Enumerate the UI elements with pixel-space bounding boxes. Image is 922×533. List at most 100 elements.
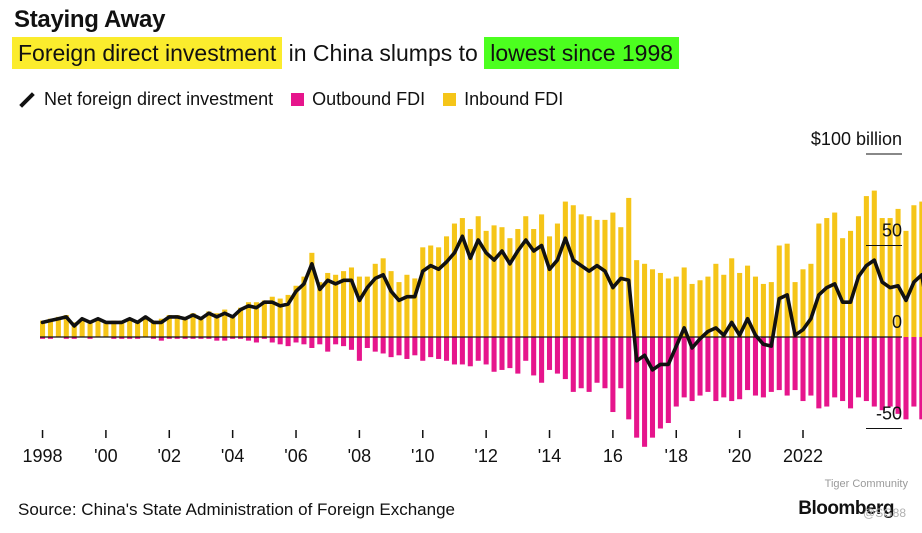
outbound-bar xyxy=(206,337,212,339)
x-tick-label: '20 xyxy=(728,446,751,466)
outbound-bar xyxy=(768,337,774,392)
outbound-bar xyxy=(903,337,909,420)
inbound-bar xyxy=(784,243,790,337)
inbound-bar xyxy=(745,265,751,337)
inbound-bar xyxy=(768,282,774,337)
outbound-bar xyxy=(491,337,497,372)
inbound-bar xyxy=(333,274,339,337)
outbound-bar xyxy=(848,337,854,409)
outbound-bar xyxy=(63,337,69,339)
inbound-bar xyxy=(657,272,663,337)
inbound-bar xyxy=(491,225,497,337)
inbound-bar xyxy=(586,216,592,337)
x-tick-label: 2022 xyxy=(783,446,823,466)
inbound-bar xyxy=(420,247,426,337)
inbound-bar xyxy=(737,272,743,337)
outbound-bar xyxy=(404,337,410,359)
inbound-bar xyxy=(610,212,616,337)
inbound-bar xyxy=(404,274,410,337)
legend-label-outbound: Outbound FDI xyxy=(312,89,426,109)
inbound-bar xyxy=(887,218,893,337)
inbound-bar xyxy=(840,238,846,337)
y-tick-label: $100 billion xyxy=(811,129,902,149)
inbound-bar xyxy=(95,318,101,337)
inbound-bar xyxy=(103,322,109,337)
outbound-bar xyxy=(467,337,473,367)
inbound-bar xyxy=(602,219,608,337)
outbound-bar xyxy=(245,337,252,341)
outbound-bar xyxy=(784,337,790,396)
subtitle-middle: in China slumps to xyxy=(282,40,485,66)
y-tick-label: -50 xyxy=(876,404,902,424)
outbound-bar xyxy=(459,337,465,365)
inbound-bar xyxy=(800,269,806,337)
outbound-bar xyxy=(47,337,53,339)
inbound-bar xyxy=(554,223,560,337)
outbound-bar xyxy=(515,337,521,374)
legend-item-net: Net foreign direct investment xyxy=(18,89,273,110)
outbound-bar xyxy=(808,337,814,396)
inbound-bar xyxy=(356,276,362,337)
source-note: Source: China's State Administration of … xyxy=(18,500,455,519)
inbound-bar xyxy=(649,269,656,337)
outbound-bar xyxy=(895,337,901,414)
inbound-bar xyxy=(198,316,204,337)
inbound-bar xyxy=(618,227,624,337)
x-tick-label: 1998 xyxy=(23,446,63,466)
x-tick-label: '08 xyxy=(348,446,371,466)
outbound-bar xyxy=(222,337,228,341)
inbound-bar xyxy=(467,229,473,337)
outbound-bar xyxy=(855,337,861,398)
x-tick-label: 16 xyxy=(603,446,623,466)
inbound-bar xyxy=(222,309,228,337)
outbound-bar xyxy=(436,337,442,359)
inbound-bar xyxy=(214,313,220,337)
outbound-bar xyxy=(721,337,727,398)
inbound-bar xyxy=(634,260,640,337)
inbound-bar xyxy=(475,216,481,337)
outbound-bar xyxy=(578,337,584,389)
inbound-bar xyxy=(594,219,600,337)
inbound-bar xyxy=(689,283,695,337)
inbound-bar xyxy=(808,263,814,337)
inbound-bar xyxy=(166,315,172,337)
inbound-bar xyxy=(816,223,822,337)
inbound-bar xyxy=(642,263,648,337)
outbound-bar xyxy=(713,337,719,402)
outbound-bar xyxy=(356,337,362,361)
inbound-bar xyxy=(396,282,402,337)
outbound-bar xyxy=(428,337,434,358)
inbound-bar xyxy=(293,285,299,337)
x-tick-label: '06 xyxy=(284,446,307,466)
legend-label-inbound: Inbound FDI xyxy=(464,89,564,109)
legend-swatch-inbound-icon xyxy=(443,93,457,106)
outbound-bar xyxy=(111,337,117,339)
outbound-bar xyxy=(174,337,180,339)
inbound-bar xyxy=(848,230,854,337)
outbound-bar xyxy=(752,337,759,396)
inbound-bar xyxy=(190,313,196,337)
outbound-bar xyxy=(127,337,133,339)
outbound-bar xyxy=(800,337,806,402)
watermark-handle: @SG88 xyxy=(863,506,906,520)
outbound-bar xyxy=(840,337,846,402)
outbound-bar xyxy=(182,337,188,339)
outbound-bar xyxy=(673,337,679,407)
outbound-bar xyxy=(238,337,244,339)
outbound-bar xyxy=(863,337,869,402)
inbound-bar xyxy=(483,230,489,337)
inbound-bar xyxy=(760,283,766,337)
x-tick-label: '10 xyxy=(411,446,434,466)
outbound-bar xyxy=(348,337,355,350)
inbound-bar xyxy=(705,276,711,337)
inbound-bar xyxy=(277,298,283,337)
inbound-bar xyxy=(182,316,188,337)
outbound-bar xyxy=(657,337,663,429)
inbound-bar xyxy=(412,278,418,337)
subtitle-highlight-lowest: lowest since 1998 xyxy=(484,37,680,69)
outbound-bar xyxy=(594,337,600,383)
inbound-bar xyxy=(245,302,252,337)
outbound-bar xyxy=(269,337,275,343)
inbound-bar xyxy=(713,263,719,337)
